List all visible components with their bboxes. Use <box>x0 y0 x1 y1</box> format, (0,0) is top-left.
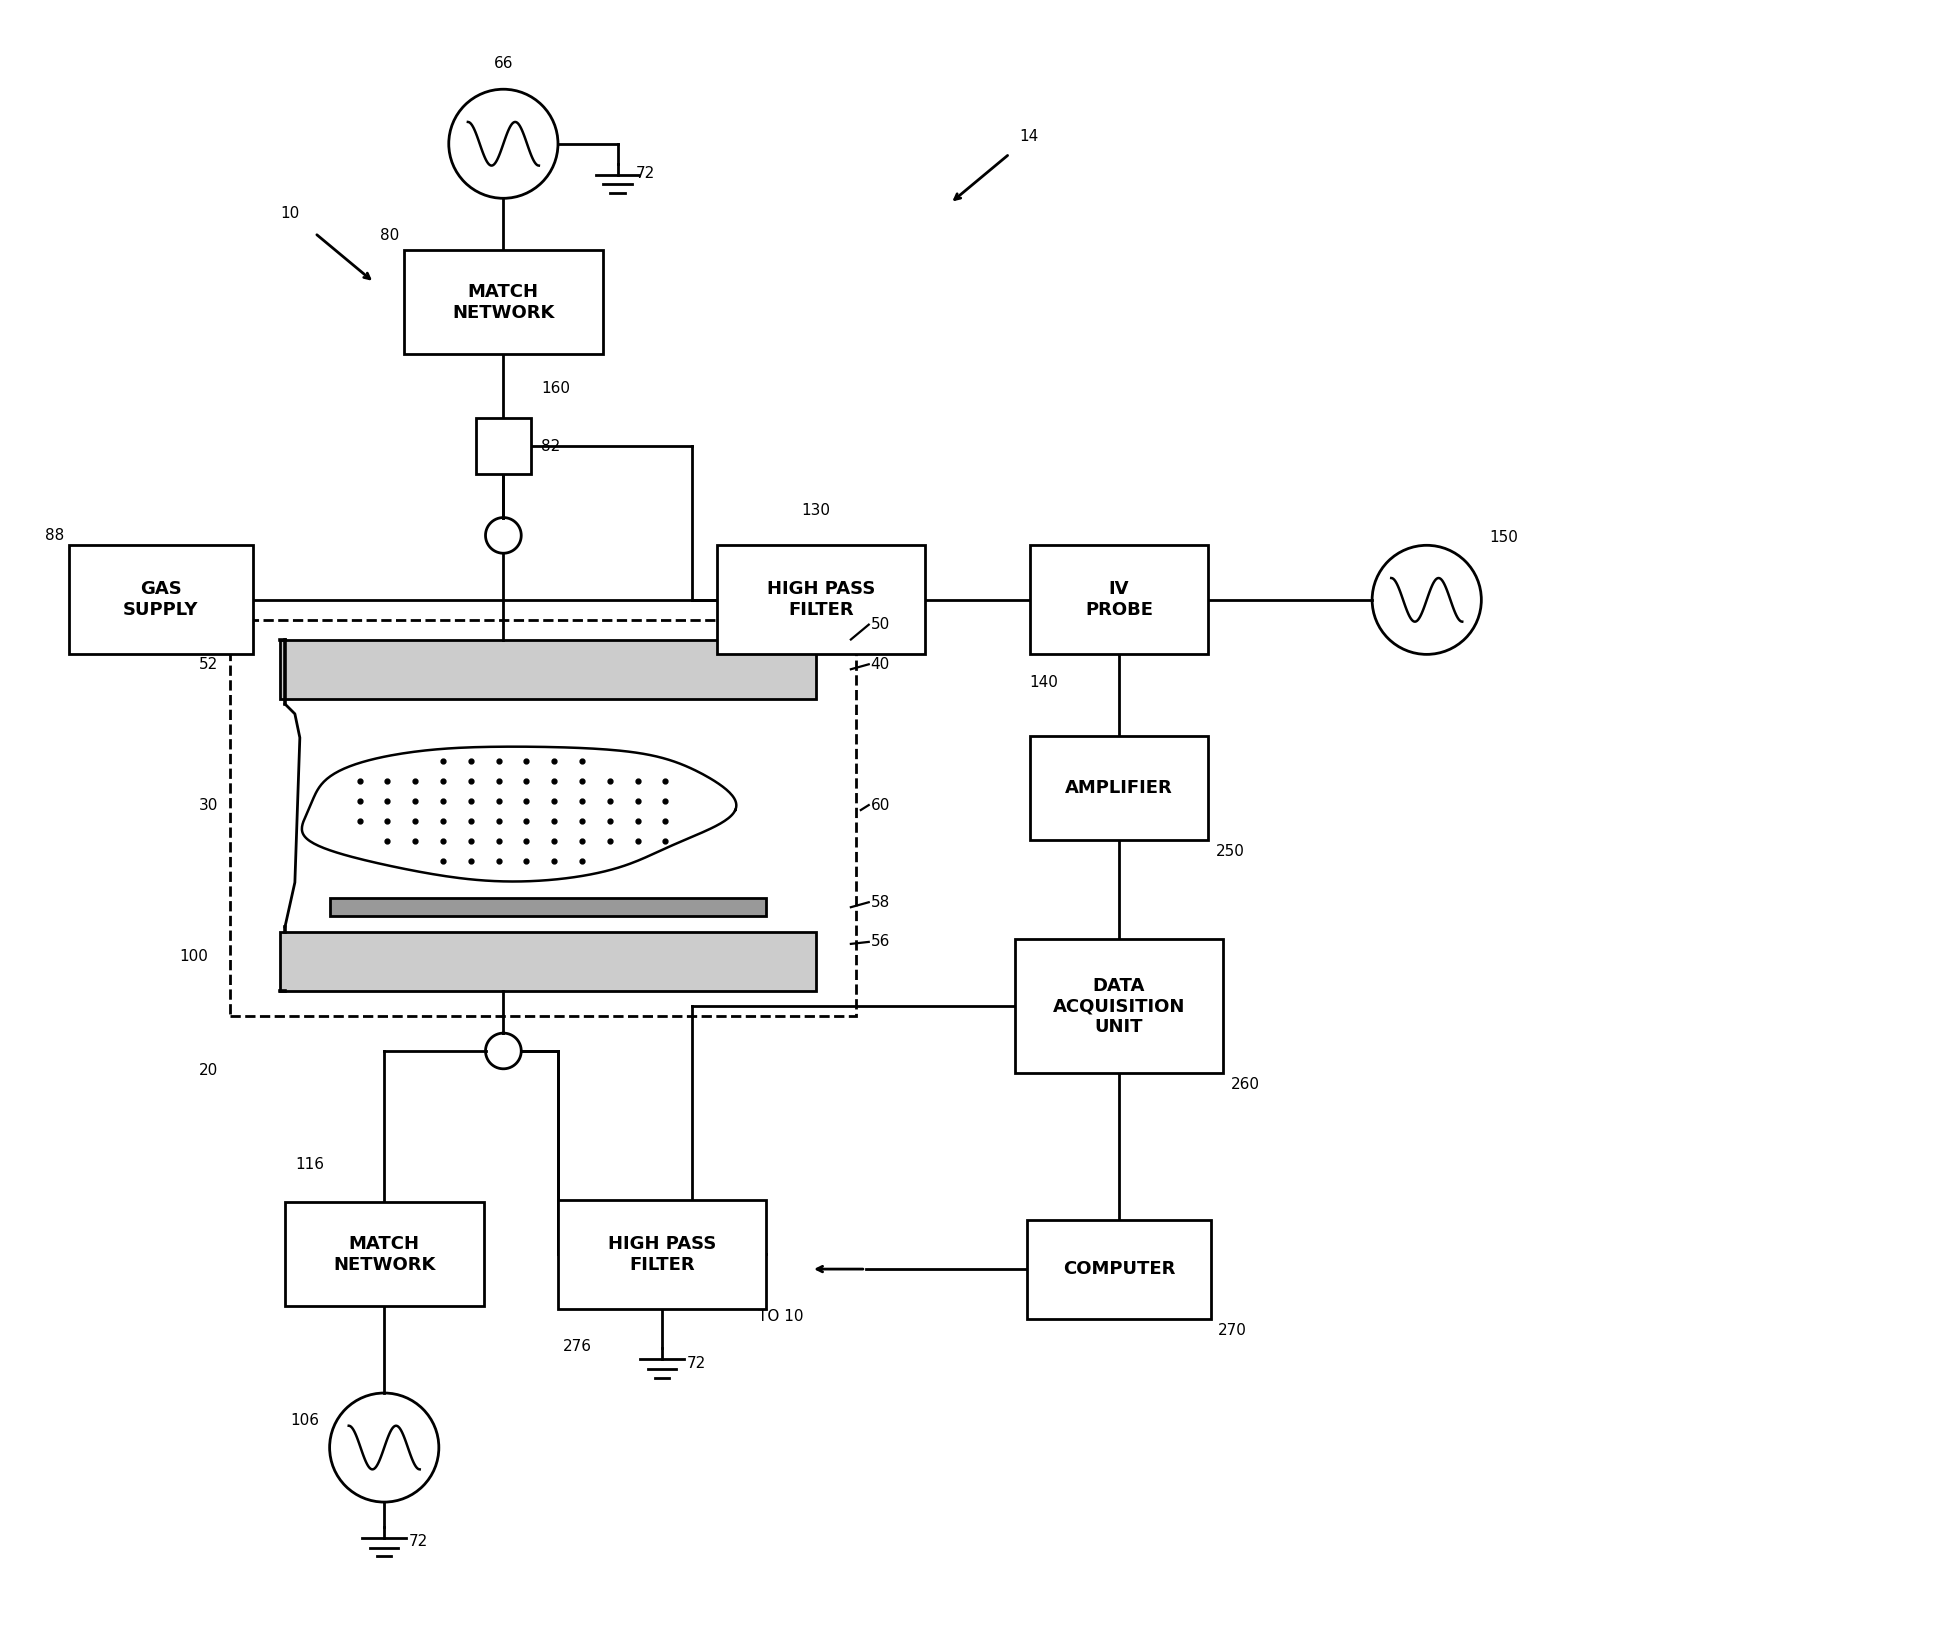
Text: 150: 150 <box>1490 531 1519 545</box>
Text: 72: 72 <box>408 1534 428 1550</box>
Text: MATCH
NETWORK: MATCH NETWORK <box>451 283 554 322</box>
Text: 14: 14 <box>1019 129 1039 143</box>
Text: 60: 60 <box>871 798 891 812</box>
Text: 30: 30 <box>198 798 218 812</box>
Text: DATA
ACQUISITION
UNIT: DATA ACQUISITION UNIT <box>1052 977 1185 1035</box>
Text: HIGH PASS
FILTER: HIGH PASS FILTER <box>766 581 875 619</box>
Text: TO 10: TO 10 <box>759 1309 803 1324</box>
Text: 88: 88 <box>45 527 64 542</box>
Text: 270: 270 <box>1218 1324 1247 1338</box>
FancyBboxPatch shape <box>477 418 531 474</box>
Text: 160: 160 <box>541 381 570 396</box>
Text: 140: 140 <box>1029 674 1058 690</box>
Text: 116: 116 <box>296 1158 325 1172</box>
Text: AMPLIFIER: AMPLIFIER <box>1066 780 1173 798</box>
Text: 276: 276 <box>562 1338 591 1354</box>
FancyBboxPatch shape <box>280 640 817 698</box>
Text: 100: 100 <box>179 949 208 964</box>
FancyBboxPatch shape <box>405 251 603 355</box>
Text: 260: 260 <box>1231 1078 1260 1092</box>
Text: 56: 56 <box>871 934 891 949</box>
Text: 40: 40 <box>871 656 891 672</box>
Text: 58: 58 <box>871 895 891 910</box>
Text: 10: 10 <box>280 207 300 221</box>
FancyBboxPatch shape <box>1029 736 1208 840</box>
FancyBboxPatch shape <box>558 1200 766 1309</box>
FancyBboxPatch shape <box>280 931 817 991</box>
Polygon shape <box>301 747 737 881</box>
FancyBboxPatch shape <box>329 899 766 917</box>
Text: 72: 72 <box>636 166 655 181</box>
Text: 250: 250 <box>1216 845 1245 860</box>
Text: 72: 72 <box>687 1356 706 1371</box>
Text: HIGH PASS
FILTER: HIGH PASS FILTER <box>609 1234 716 1273</box>
Text: 66: 66 <box>494 57 513 72</box>
FancyBboxPatch shape <box>286 1201 484 1306</box>
Text: COMPUTER: COMPUTER <box>1062 1260 1175 1278</box>
Text: 106: 106 <box>290 1413 319 1428</box>
Text: IV
PROBE: IV PROBE <box>1085 581 1153 619</box>
Text: GAS
SUPPLY: GAS SUPPLY <box>123 581 198 619</box>
Text: 80: 80 <box>379 228 399 244</box>
Text: 82: 82 <box>541 438 560 454</box>
Text: 50: 50 <box>871 617 891 632</box>
Text: 20: 20 <box>198 1063 218 1078</box>
FancyBboxPatch shape <box>718 545 926 654</box>
Text: 52: 52 <box>198 656 218 672</box>
FancyBboxPatch shape <box>68 545 253 654</box>
FancyBboxPatch shape <box>1015 939 1223 1073</box>
FancyBboxPatch shape <box>1027 1219 1212 1319</box>
FancyBboxPatch shape <box>1029 545 1208 654</box>
Text: MATCH
NETWORK: MATCH NETWORK <box>333 1234 436 1273</box>
Text: 130: 130 <box>801 503 831 518</box>
